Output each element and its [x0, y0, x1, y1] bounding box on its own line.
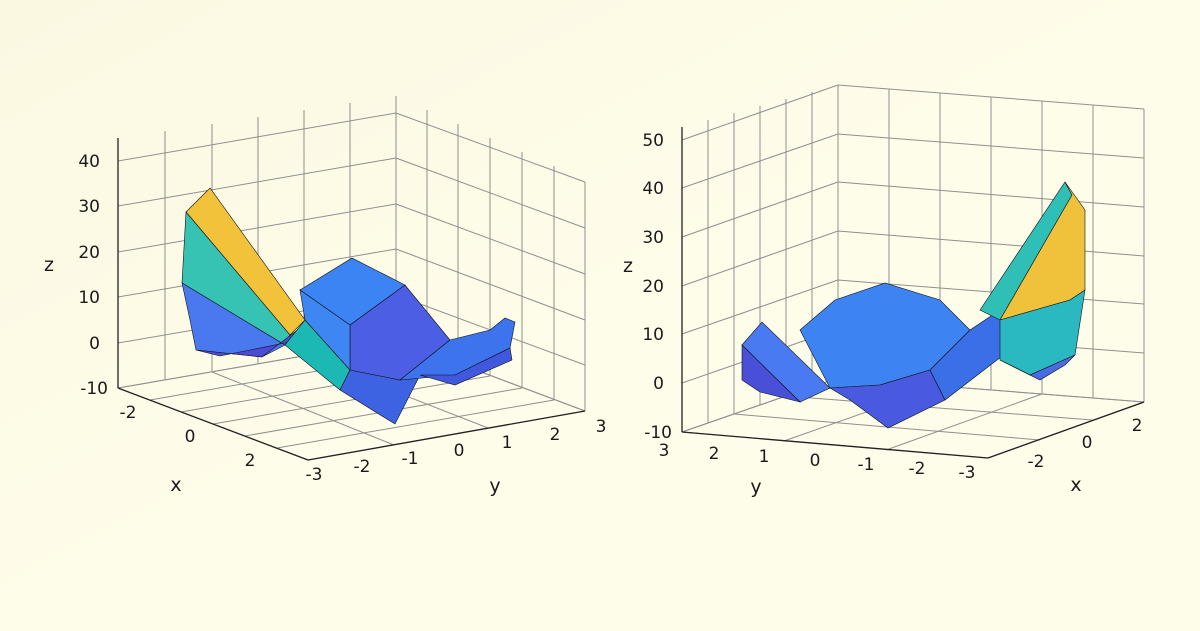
- y-axis-line-left: [307, 410, 586, 461]
- y-tick-label: -1: [402, 449, 419, 469]
- y-axis-line-right: [681, 431, 989, 459]
- z-tick-label: 30: [78, 197, 100, 217]
- x-tick-label: -2: [1028, 452, 1045, 472]
- z-tick-label: 20: [642, 277, 664, 297]
- surface-right: [741, 181, 1086, 429]
- x-tick-label: 2: [1132, 416, 1143, 436]
- y-tick-label: -3: [959, 463, 976, 483]
- surface-patch: [419, 347, 513, 386]
- y-tick-label: 2: [550, 425, 561, 445]
- y-tick-label: 3: [596, 417, 607, 437]
- surface-left: [181, 187, 516, 425]
- y-axis-label-left: y: [489, 475, 500, 497]
- x-axis-label-right: x: [1070, 474, 1081, 496]
- surface-patch: [999, 354, 1076, 381]
- y-tick-label: -1: [858, 455, 875, 475]
- x-tick-label: 2: [245, 451, 256, 471]
- z-axis-label-right: z: [623, 255, 633, 277]
- z-tick-label: 0: [653, 374, 664, 394]
- z-tick-label: 40: [78, 152, 100, 172]
- y-tick-label: 1: [502, 433, 513, 453]
- y-tick-label: 0: [810, 451, 821, 471]
- surface-plot-right: -10 0 10 20 30 40 50 3 2 1 0 -1 -2 -3 -2…: [623, 84, 1145, 498]
- y-ticks-right: 3 2 1 0 -1 -2 -3: [659, 441, 976, 483]
- surface-patch: [741, 344, 801, 403]
- surface-patch: [299, 289, 351, 371]
- y-tick-label: 3: [659, 441, 670, 461]
- y-tick-label: -2: [909, 459, 926, 479]
- y-tick-label: 2: [709, 444, 720, 464]
- x-tick-label: 0: [1082, 433, 1093, 453]
- y-tick-label: 1: [759, 447, 770, 467]
- x-ticks-right: -2 0 2: [1028, 416, 1143, 472]
- z-tick-label: 10: [642, 325, 664, 345]
- z-tick-label: 0: [89, 334, 100, 354]
- x-axis-label-left: x: [170, 474, 181, 496]
- z-tick-label: 10: [78, 288, 100, 308]
- z-tick-label: -10: [80, 379, 108, 399]
- x-axis-line-right: [987, 401, 1145, 459]
- z-tick-label: 20: [78, 243, 100, 263]
- x-axis-line-left: [117, 387, 309, 461]
- z-tick-label: -10: [644, 423, 672, 443]
- y-tick-label: 0: [454, 441, 465, 461]
- y-axis-label-right: y: [750, 476, 761, 498]
- z-tick-label: 40: [642, 179, 664, 199]
- y-ticks-left: -3 -2 -1 0 1 2 3: [306, 417, 607, 485]
- x-ticks-left: -2 0 2: [120, 403, 256, 471]
- z-ticks-left: -10 0 10 20 30 40: [78, 152, 108, 399]
- z-ticks-right: -10 0 10 20 30 40 50: [642, 131, 672, 443]
- z-axis-label-left: z: [44, 254, 54, 276]
- surface-plot-left: -10 0 10 20 30 40 -2 0 2 -3 -2 -1 0 1 2 …: [44, 96, 606, 497]
- z-tick-label: 30: [642, 228, 664, 248]
- z-tick-label: 50: [642, 131, 664, 151]
- y-tick-label: -2: [354, 457, 371, 477]
- y-tick-label: -3: [306, 465, 323, 485]
- x-tick-label: -2: [120, 403, 137, 423]
- x-tick-label: 0: [185, 427, 196, 447]
